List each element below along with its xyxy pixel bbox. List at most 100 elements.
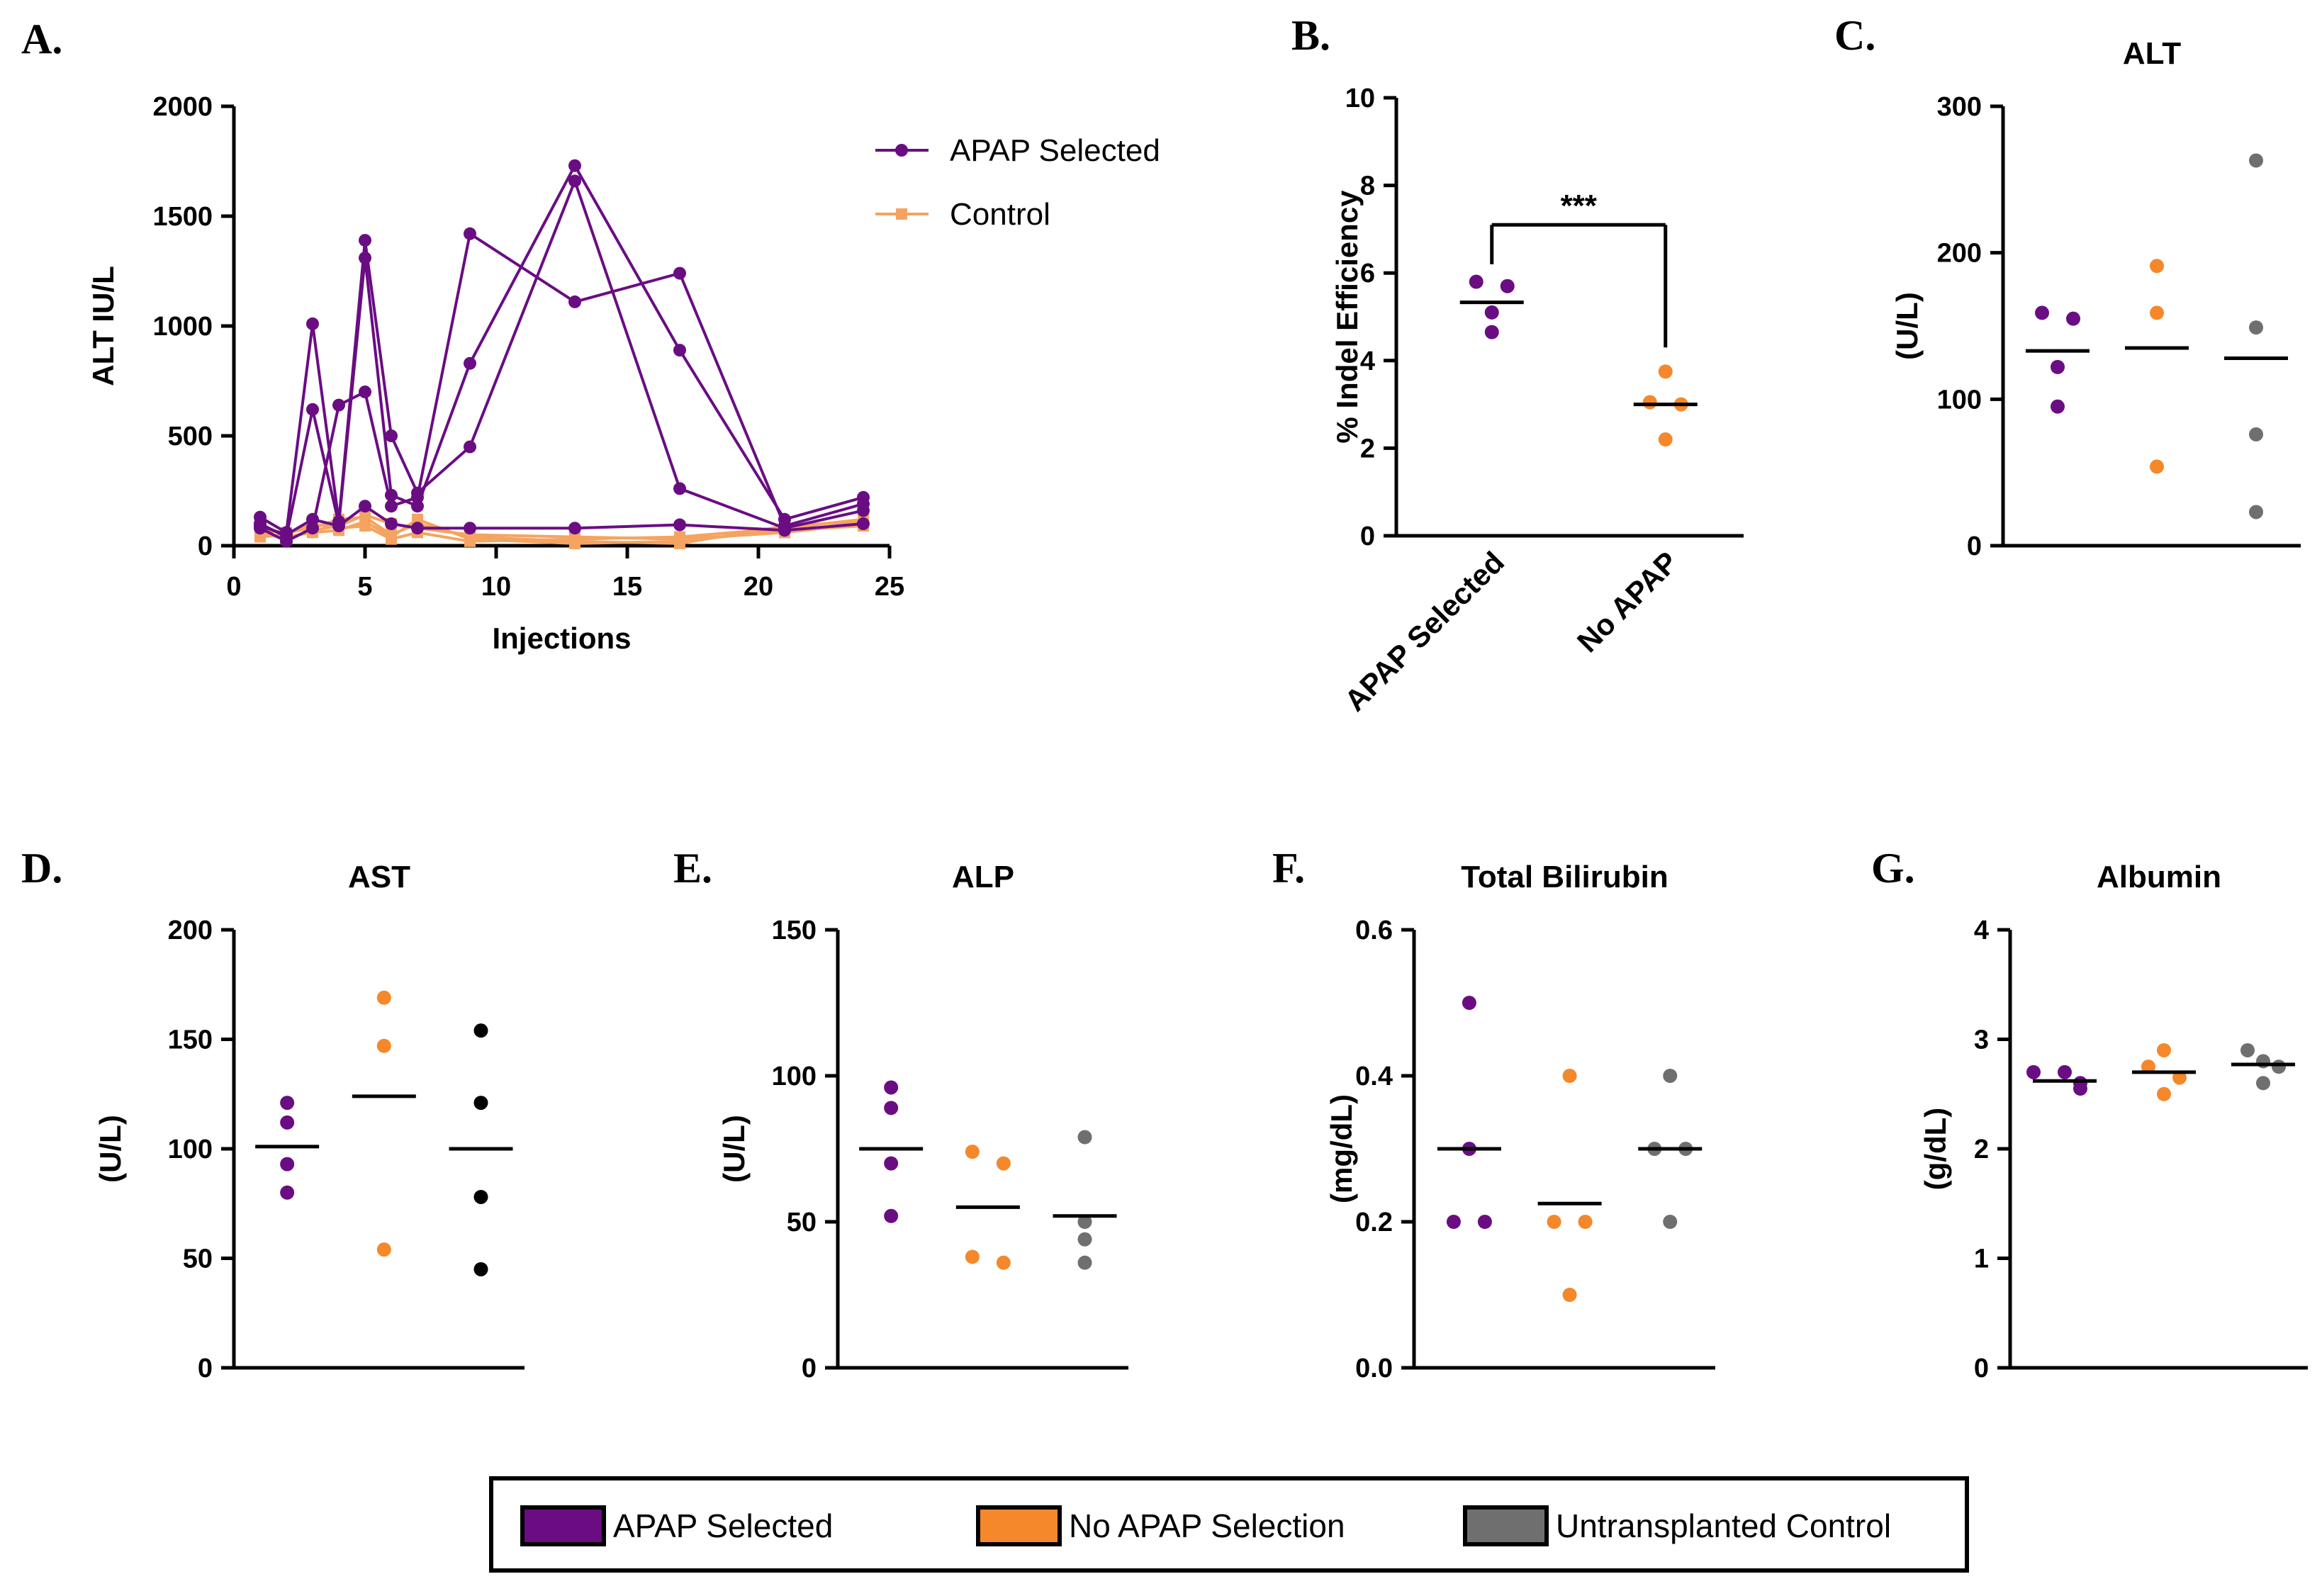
data-point	[359, 234, 371, 247]
data-point	[376, 990, 391, 1005]
data-point	[569, 535, 580, 547]
y-tick-label: 0.0	[1355, 1354, 1393, 1383]
legend-label: APAP Selected	[613, 1507, 833, 1544]
data-point	[306, 403, 319, 416]
chart-title: Total Bilirubin	[1461, 860, 1668, 894]
data-point	[1658, 432, 1673, 447]
data-point	[568, 174, 581, 188]
y-tick-label: 3	[1974, 1025, 1989, 1055]
group-apap	[2026, 1064, 2097, 1096]
data-point	[2240, 1043, 2255, 1057]
data-point	[411, 500, 424, 513]
data-point	[2026, 1064, 2041, 1079]
data-point	[359, 511, 371, 523]
group-untransplanted	[2224, 153, 2288, 519]
data-point	[464, 531, 476, 543]
data-point	[385, 500, 398, 513]
bottom-legend: APAP Selected No APAP Selection Untranspla…	[489, 1476, 1969, 1573]
x-tick-label: 10	[481, 572, 511, 602]
data-point	[359, 520, 371, 532]
panel-d: 0 50 100 150 200 D. AST (U/L)	[21, 845, 525, 1383]
data-point	[673, 518, 686, 532]
data-point	[280, 1115, 295, 1130]
data-point	[857, 498, 870, 511]
data-point	[411, 522, 424, 535]
x-tick-label: 15	[612, 572, 642, 602]
data-point	[1469, 274, 1484, 289]
y-tick-label: 2	[1360, 434, 1375, 463]
data-point	[884, 1101, 899, 1115]
data-point	[2066, 311, 2080, 326]
group-ast_untransplanted	[449, 1023, 513, 1276]
data-point	[385, 429, 398, 442]
data-point	[1462, 996, 1476, 1010]
y-axis-title: (U/L)	[1890, 292, 1924, 360]
y-tick-label: 1	[1974, 1244, 1989, 1274]
data-point	[306, 317, 319, 330]
data-point	[568, 295, 581, 308]
data-point	[1663, 1069, 1678, 1083]
panel-e: 0 50 100 150 E. ALP (U/L)	[673, 845, 1128, 1383]
data-point	[280, 1096, 295, 1111]
data-point	[473, 1096, 488, 1111]
y-axis-title: (mg/dL)	[1325, 1094, 1358, 1203]
y-tick-label: 100	[772, 1062, 817, 1091]
data-point	[2249, 153, 2263, 168]
data-point	[359, 500, 371, 513]
series-apap	[254, 227, 870, 548]
legend-label: APAP Selected	[950, 133, 1160, 168]
data-point	[2035, 305, 2049, 320]
group-apap	[1459, 274, 1524, 339]
data-point	[385, 517, 398, 530]
group-untransplanted	[1053, 1130, 1117, 1270]
x-axis-title: Injections	[492, 622, 631, 655]
group-no_apap	[2132, 1043, 2196, 1101]
group-apap	[255, 1096, 320, 1200]
data-point	[332, 519, 345, 533]
group-no_apap	[2125, 259, 2189, 474]
group-untransplanted	[1638, 1069, 1703, 1229]
y-tick-label: 10	[1345, 84, 1375, 113]
legend-swatch	[976, 1505, 1062, 1546]
y-axis-title: (U/L)	[717, 1115, 751, 1183]
data-point	[884, 1156, 899, 1171]
data-point	[2249, 320, 2263, 335]
data-point	[280, 1157, 295, 1171]
data-point	[2141, 1060, 2155, 1074]
data-point	[473, 1023, 488, 1038]
data-point	[965, 1249, 980, 1264]
data-point	[464, 440, 476, 454]
significance-label: ***	[1561, 189, 1598, 223]
data-point	[1484, 305, 1499, 320]
data-point	[1077, 1215, 1092, 1229]
y-tick-label: 8	[1360, 172, 1375, 201]
data-point	[473, 1261, 488, 1276]
data-point	[359, 251, 371, 264]
data-point	[857, 517, 870, 530]
legend-swatch	[520, 1505, 606, 1546]
chart-title: ALT	[2123, 36, 2181, 71]
data-point	[1578, 1215, 1593, 1229]
data-point	[1077, 1130, 1092, 1145]
y-axis-title: (g/dL)	[1919, 1108, 1952, 1191]
data-point	[673, 344, 686, 357]
y-tick-label: 0.6	[1355, 916, 1393, 945]
data-point	[359, 386, 371, 398]
data-point	[568, 522, 581, 535]
series-apap	[254, 174, 870, 539]
group-apap	[859, 1080, 924, 1223]
data-point	[2249, 427, 2263, 442]
group-no_apap	[1633, 364, 1698, 447]
data-point	[1446, 1215, 1461, 1229]
y-axis-title: ALT IU/L	[86, 266, 120, 386]
y-tick-label: 2000	[152, 92, 213, 122]
y-tick-label: 50	[183, 1244, 213, 1274]
group-no_apap	[1537, 1069, 1602, 1302]
legend-swatch	[1463, 1505, 1549, 1546]
data-point	[1547, 1215, 1561, 1229]
data-point	[673, 266, 686, 280]
y-tick-label: 2	[1974, 1135, 1989, 1164]
y-tick-label: 4	[1360, 347, 1375, 376]
category-label: No APAP	[1571, 545, 1684, 658]
panel-letter: B.	[1291, 12, 1330, 59]
